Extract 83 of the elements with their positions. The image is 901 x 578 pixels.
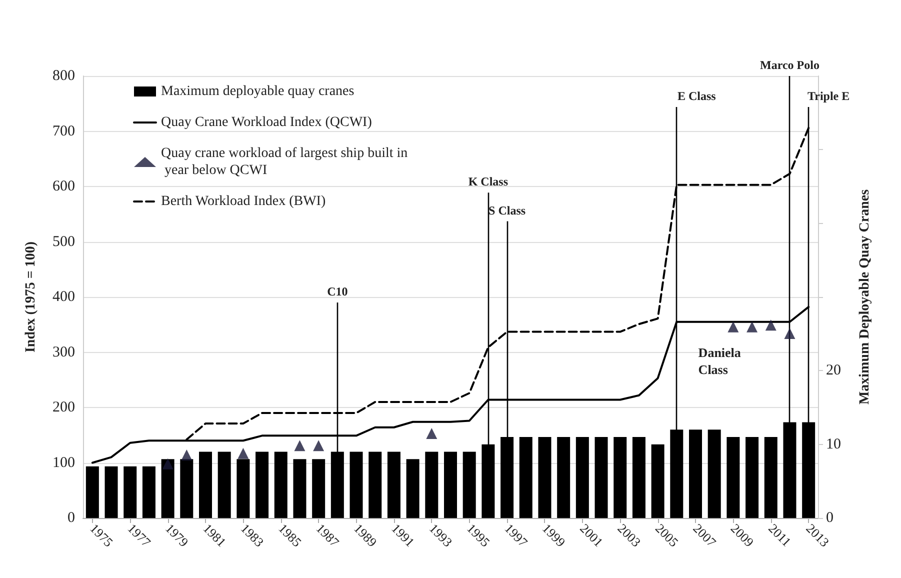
x-tick-label: 1975	[87, 520, 116, 550]
y-tick-label: 800	[52, 68, 75, 84]
point	[162, 458, 174, 470]
bar	[161, 459, 174, 518]
ref-line-label: S Class	[488, 203, 526, 218]
point	[238, 448, 249, 459]
x-tick-label: 1987	[313, 520, 343, 550]
bar	[708, 430, 721, 518]
bar	[199, 452, 212, 518]
bar	[576, 436, 589, 518]
y-tick-label: 400	[52, 289, 75, 305]
y-tick-label: 200	[52, 400, 75, 416]
bar	[689, 430, 702, 518]
bar	[594, 436, 608, 518]
x-tick-label: 1979	[162, 520, 192, 550]
bar	[312, 459, 326, 518]
x-tick-label: 1995	[464, 520, 494, 550]
bar	[142, 466, 156, 518]
y-tick-label: 600	[52, 178, 75, 194]
point	[784, 328, 796, 339]
bar	[218, 452, 231, 518]
x-tick-label: 2007	[690, 520, 720, 550]
point	[746, 321, 758, 332]
bar	[406, 459, 420, 518]
point	[294, 440, 306, 452]
bar	[274, 452, 288, 518]
bar	[557, 436, 570, 518]
bar	[538, 436, 552, 518]
ref-line-label: E Class	[677, 88, 716, 103]
y2-tick-label: 0	[826, 510, 834, 526]
y2-tick-label: 10	[826, 436, 841, 452]
point	[765, 320, 776, 331]
x-tick-label: 1993	[426, 520, 456, 550]
ref-line-label: K Class	[468, 174, 508, 189]
bar	[387, 452, 400, 518]
bar	[444, 452, 457, 518]
x-tick-label: 2009	[728, 520, 757, 550]
point	[313, 440, 324, 452]
bar	[746, 436, 759, 518]
y2-axis-title: Maximum Deployable Quay Cranes	[858, 188, 872, 405]
legend-label: Quay crane workload of largest ship built in year below QCWI	[161, 146, 408, 178]
bar	[180, 459, 194, 518]
legend-label: Berth Workload Index (BWI)	[161, 194, 326, 209]
y-tick-label: 0	[68, 510, 75, 526]
y2-tick-label: 20	[826, 362, 841, 379]
ref-line-label: C10	[327, 284, 348, 299]
x-tick-label: 1981	[200, 520, 230, 550]
ref-line-label: Marco Polo	[760, 58, 820, 72]
bar	[86, 466, 99, 518]
x-tick-label: 1999	[539, 520, 568, 550]
x-tick-label: 1977	[124, 520, 154, 550]
y-tick-label: 100	[52, 454, 75, 471]
point	[181, 450, 192, 461]
bar	[256, 452, 269, 518]
bar	[519, 436, 532, 518]
bar	[124, 466, 137, 518]
bar	[368, 452, 382, 518]
bar	[104, 466, 118, 518]
y-tick-label: 300	[52, 344, 75, 360]
bar	[350, 452, 363, 518]
bar	[764, 436, 778, 518]
bar	[614, 436, 627, 518]
ref-line-label: Triple E	[808, 88, 850, 103]
bar	[632, 436, 646, 518]
x-tick-label: 1985	[276, 520, 305, 550]
bar	[462, 452, 476, 518]
legend-label: Maximum deployable quay cranes	[161, 84, 354, 99]
x-tick-label: 1989	[350, 520, 380, 550]
bar	[726, 436, 740, 518]
annotation: Daniela Class	[698, 345, 744, 377]
point	[426, 428, 438, 439]
bar	[651, 444, 664, 518]
y-axis-title: Index (1975 = 100)	[24, 241, 38, 353]
x-tick-label: 1997	[502, 520, 532, 550]
x-tick-label: 1991	[388, 520, 418, 550]
y-tick-label: 700	[52, 123, 75, 140]
bar	[425, 452, 438, 518]
point	[728, 321, 739, 332]
bar	[236, 459, 250, 518]
x-tick-label: 1983	[238, 520, 267, 550]
y-tick-label: 500	[52, 234, 75, 250]
legend-label: Quay Crane Workload Index (QCWI)	[161, 115, 372, 130]
bar	[293, 459, 306, 518]
